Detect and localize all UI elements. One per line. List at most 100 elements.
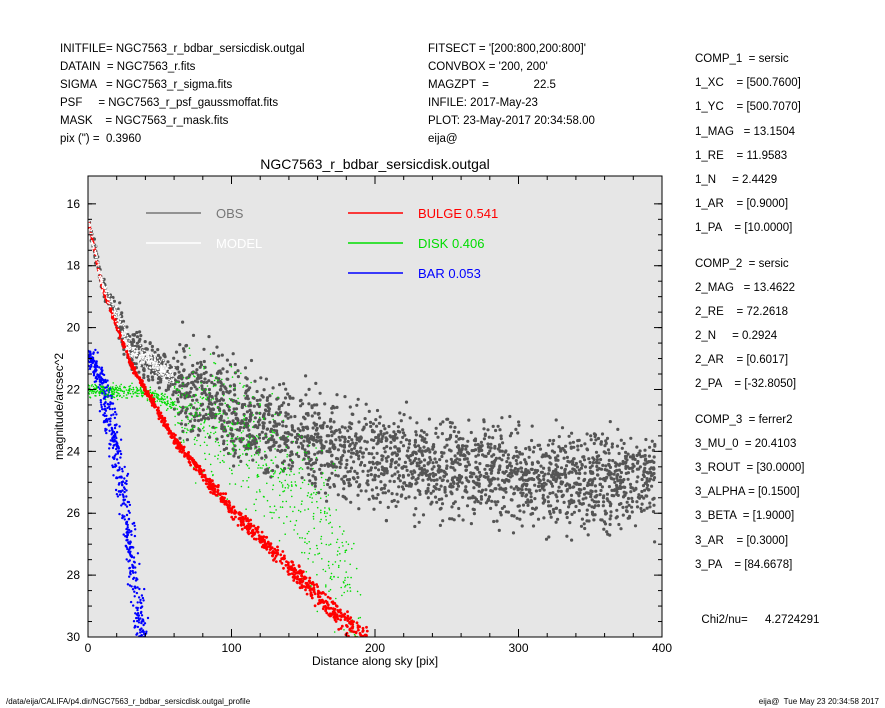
obs-point (245, 434, 249, 438)
disk-model-point (345, 549, 348, 551)
disk-model-point (238, 438, 240, 441)
obs-point (315, 403, 319, 407)
disk-model-point (96, 386, 98, 389)
bulge-model-point (299, 569, 303, 573)
obs-point (652, 467, 656, 471)
obs-point (635, 445, 639, 449)
disk-model-point (178, 389, 181, 392)
obs-point (422, 439, 426, 444)
disk-model-point (345, 571, 348, 573)
obs-point (554, 418, 558, 422)
bulge-model-point (237, 512, 241, 515)
obs-point (414, 478, 418, 482)
disk-model-point (319, 520, 322, 523)
obs-point (579, 524, 584, 528)
obs-point (515, 462, 519, 466)
obs-point (559, 466, 564, 470)
obs-point (489, 506, 493, 510)
disk-model-point (264, 450, 266, 453)
obs-point (565, 489, 569, 493)
obs-point (284, 424, 288, 428)
obs-point (577, 438, 581, 442)
obs-point (401, 431, 406, 435)
disk-model-point (189, 428, 192, 431)
obs-point (389, 458, 394, 462)
disk-model-point (219, 461, 221, 464)
disk-model-point (154, 390, 156, 392)
bar-model-point (119, 450, 122, 453)
bar-model-point (128, 559, 131, 562)
obs-point (577, 468, 581, 472)
disk-model-point (359, 594, 362, 596)
obs-point (648, 505, 652, 509)
bulge-model-point (361, 640, 364, 643)
bar-model-point (135, 577, 138, 580)
bulge-model-point (296, 581, 299, 585)
bar-model-point (133, 585, 136, 588)
obs-point (253, 416, 257, 420)
bulge-model-point (209, 490, 213, 494)
obs-point (246, 397, 250, 401)
disk-model-point (169, 403, 171, 406)
bar-model-point (105, 417, 108, 421)
bar-model-point (108, 442, 111, 446)
obs-point (528, 477, 533, 481)
disk-model-point (301, 468, 304, 470)
disk-model-point (258, 412, 261, 414)
obs-point (343, 435, 347, 439)
obs-point (346, 470, 350, 474)
obs-point (529, 467, 533, 471)
model-point (123, 326, 126, 329)
disk-model-point (236, 435, 239, 438)
obs-point (554, 479, 558, 483)
obs-point (366, 473, 370, 477)
bar-model-point (138, 562, 141, 566)
disk-model-point (149, 391, 152, 394)
obs-point (388, 479, 392, 483)
obs-point (407, 442, 411, 446)
bulge-model-point (174, 441, 178, 445)
obs-point (626, 471, 631, 475)
obs-point (318, 424, 322, 428)
obs-point (431, 474, 436, 478)
disk-model-point (248, 425, 250, 427)
obs-point (210, 395, 214, 399)
obs-point (392, 498, 396, 503)
obs-point (645, 477, 649, 481)
obs-point (307, 387, 311, 391)
bulge-model-point (163, 417, 166, 421)
obs-point (449, 449, 453, 453)
bar-model-point (118, 493, 122, 496)
disk-model-point (310, 494, 312, 496)
obs-point (372, 456, 376, 460)
bar-model-point (140, 614, 144, 617)
obs-point (572, 457, 576, 461)
obs-point (499, 513, 503, 517)
obs-point (314, 381, 318, 385)
obs-point (457, 473, 462, 478)
obs-point (433, 486, 438, 490)
bar-model-point (134, 612, 137, 615)
obs-point (466, 439, 470, 443)
bulge-model-point (199, 468, 203, 471)
disk-model-point (164, 393, 166, 396)
obs-point (613, 469, 617, 473)
disk-model-point (290, 470, 292, 473)
disk-model-point (308, 541, 311, 543)
component-param-line: 1_MAG = 13.1504 (695, 125, 796, 138)
disk-model-point (202, 396, 205, 399)
obs-point (565, 455, 570, 459)
obs-point (380, 454, 384, 458)
disk-model-point (231, 422, 233, 424)
obs-point (363, 417, 367, 421)
disk-model-point (229, 426, 232, 429)
disk-model-point (218, 444, 220, 447)
disk-model-point (308, 552, 311, 555)
obs-point (491, 436, 495, 440)
obs-point (623, 454, 628, 458)
disk-model-point (336, 554, 339, 556)
obs-point (325, 434, 329, 438)
disk-model-point (289, 520, 292, 523)
obs-point (591, 461, 596, 465)
obs-point (365, 481, 369, 485)
